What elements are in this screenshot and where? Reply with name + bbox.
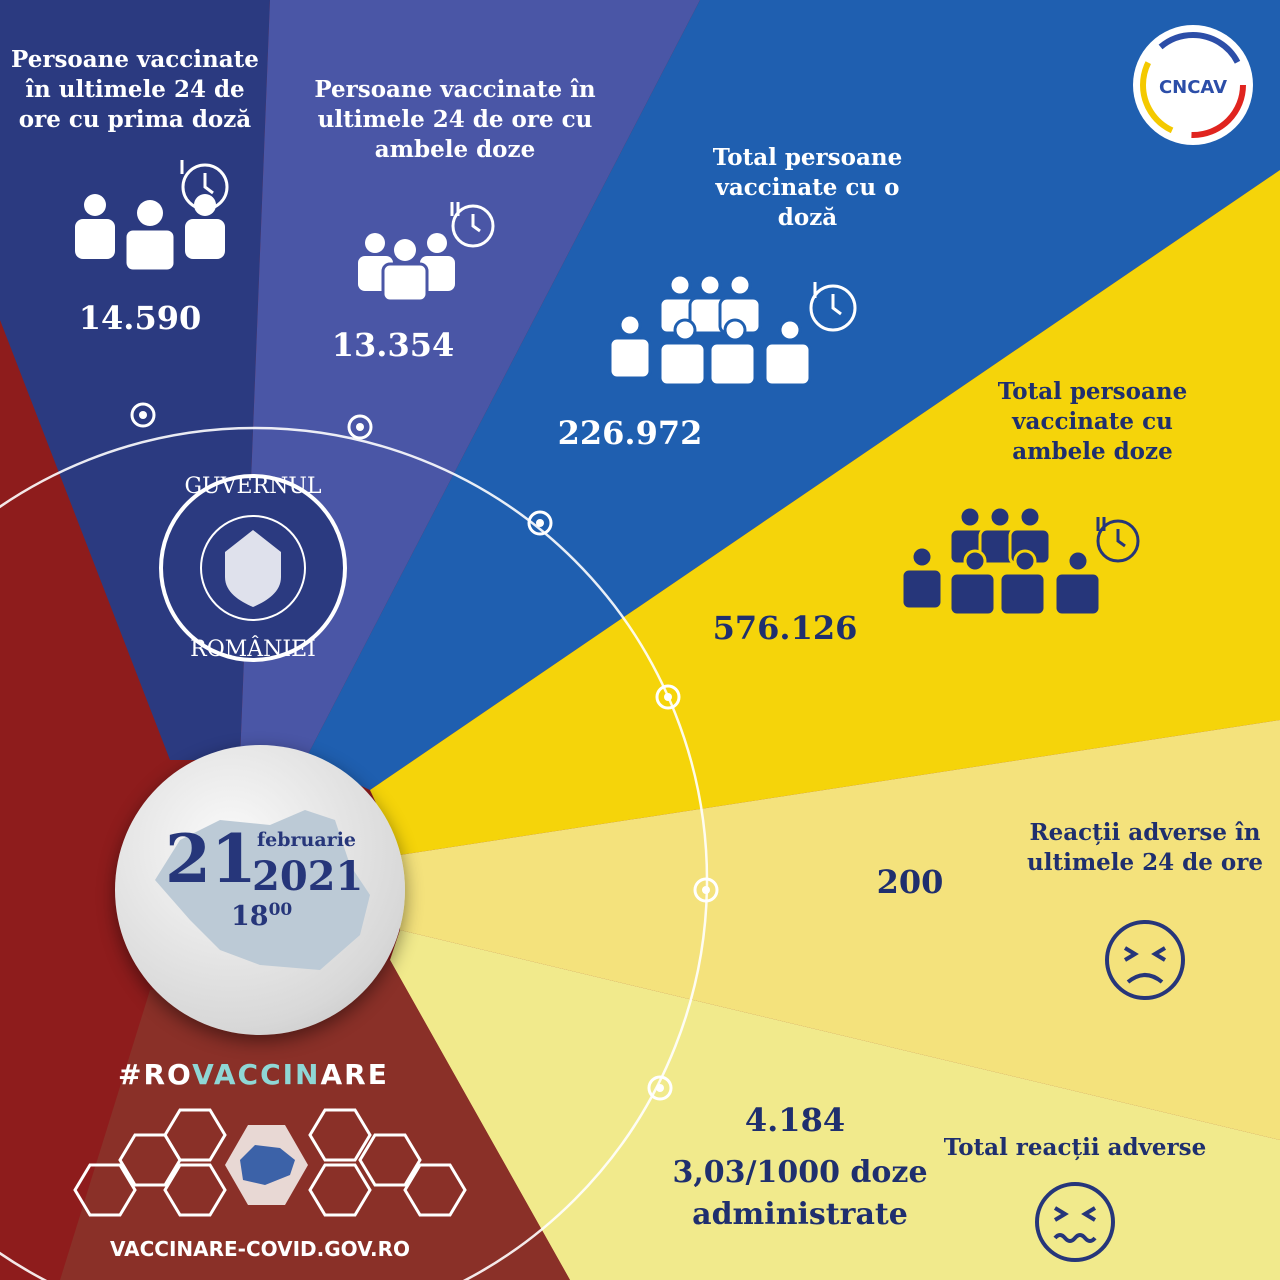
date-day: 21 bbox=[165, 820, 257, 898]
romania-map-icon bbox=[240, 1145, 295, 1185]
svg-text:GUVERNUL: GUVERNUL bbox=[184, 474, 321, 499]
date-minutes: 00 bbox=[268, 900, 293, 920]
stat-value-adverse-24h: 200 bbox=[876, 863, 944, 901]
stat-value-total-one-dose: 226.972 bbox=[557, 414, 703, 452]
website-link[interactable]: VACCINARE-COVID.GOV.RO bbox=[110, 1237, 411, 1261]
stat-value-adverse-total: 4.184 bbox=[744, 1101, 846, 1139]
hashtag: #ROVACCINARE bbox=[118, 1058, 389, 1091]
crowd-clock-dose2-icon bbox=[900, 505, 1140, 617]
stat-value-first-dose-24h: 14.590 bbox=[78, 299, 202, 337]
stat-label-adverse-total: Total reacții adverse bbox=[943, 1134, 1207, 1161]
crowd-clock-dose1-icon bbox=[608, 273, 857, 387]
stat-value-total-both-doses: 576.126 bbox=[712, 609, 858, 647]
stat-label-adverse-24h: Reacții adverse în ultimele 24 de ore bbox=[1027, 819, 1263, 876]
arc-nodes bbox=[130, 402, 719, 1101]
date-month: februarie bbox=[257, 829, 356, 851]
dizzy-face-icon bbox=[1035, 1182, 1115, 1262]
romania-map-shape bbox=[155, 810, 370, 970]
svg-text:ROMÂNIEI: ROMÂNIEI bbox=[190, 635, 316, 662]
ray-pale-yellow bbox=[390, 930, 1280, 1280]
stat-value-both-doses-24h: 13.354 bbox=[331, 326, 455, 364]
date-year: 2021 bbox=[252, 853, 364, 900]
ray-light-yellow bbox=[400, 720, 1280, 1140]
gov-seal-logo: GUVERNUL ROMÂNIEI bbox=[159, 474, 347, 662]
ray-blue bbox=[305, 0, 1280, 790]
date-badge: 21 februarie 2021 1800 bbox=[115, 745, 405, 1035]
cncav-logo: CNCAV bbox=[1133, 25, 1253, 145]
ray-yellow bbox=[370, 170, 1280, 855]
stat-label-total-one-dose: Total persoane vaccinate cu o doză bbox=[712, 144, 903, 231]
stat-adverse-rate: 3,03/1000 doze administrate bbox=[672, 1155, 928, 1232]
sad-face-icon bbox=[1105, 920, 1185, 1000]
stat-label-first-dose-24h: Persoane vaccinate în ultimele 24 de ore… bbox=[11, 46, 259, 133]
svg-text:CNCAV: CNCAV bbox=[1159, 77, 1227, 98]
people-clock-dose1-icon bbox=[75, 160, 229, 273]
stat-label-total-both-doses: Total persoane vaccinate cu ambele doze bbox=[997, 378, 1188, 465]
stat-label-both-doses-24h: Persoane vaccinate în ultimele 24 de ore… bbox=[314, 76, 596, 163]
people-clock-dose2-icon bbox=[358, 202, 495, 303]
date-hour: 18 bbox=[231, 901, 269, 932]
ray-violet bbox=[240, 0, 700, 760]
ray-brown bbox=[60, 960, 570, 1280]
